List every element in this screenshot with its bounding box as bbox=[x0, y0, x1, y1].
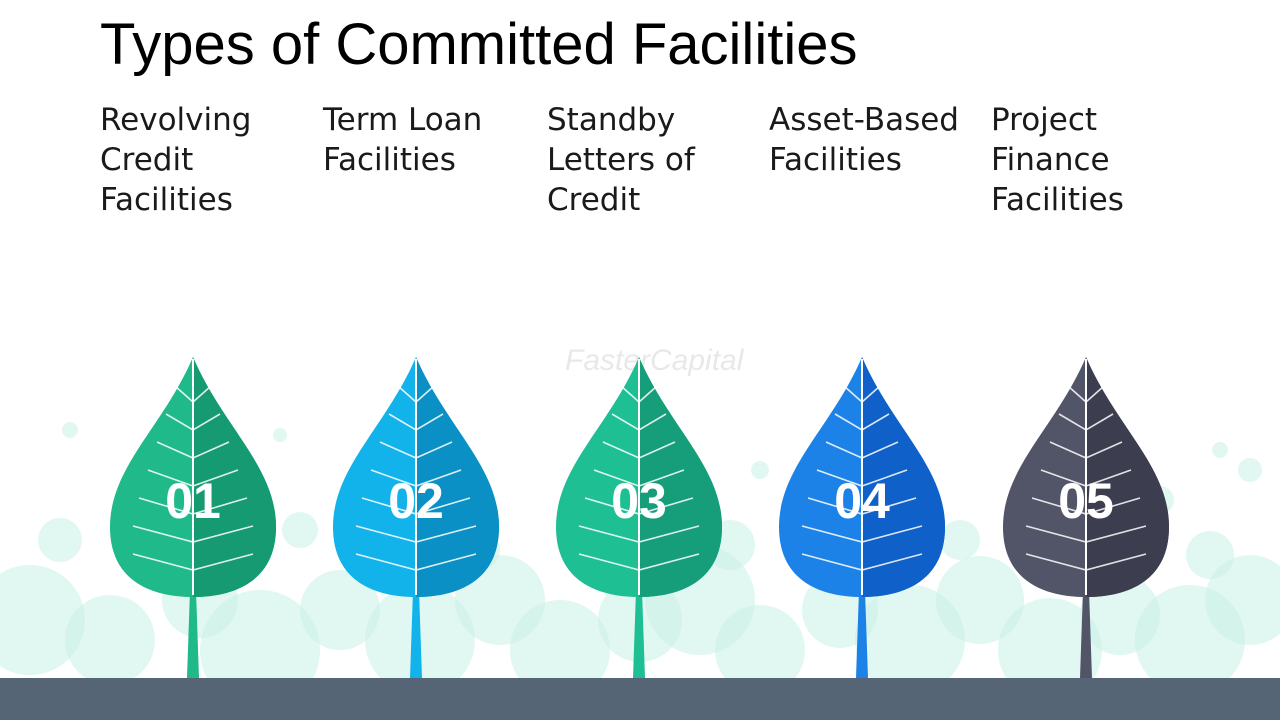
bubble-decoration bbox=[65, 595, 155, 685]
leaf-vein bbox=[397, 385, 435, 404]
leaf-vein bbox=[132, 525, 254, 543]
leaf-vein bbox=[843, 385, 881, 404]
leaf-vein bbox=[1025, 525, 1147, 543]
leaf-vein bbox=[1067, 385, 1105, 404]
bubble-decoration bbox=[0, 565, 85, 675]
leaf-vein bbox=[825, 441, 899, 459]
leaf-vein bbox=[801, 525, 923, 543]
leaf-number-4: 04 bbox=[834, 473, 890, 529]
leaf-number-2: 02 bbox=[388, 473, 444, 529]
leaf-vein bbox=[578, 525, 700, 543]
facility-label-line: Letters of bbox=[547, 142, 695, 178]
facility-label-line: Facilities bbox=[323, 142, 456, 178]
leaf-vein bbox=[834, 413, 890, 431]
leaf-vein bbox=[132, 553, 254, 571]
leaf-tree-2: 02 bbox=[333, 357, 499, 678]
facility-label-line: Credit bbox=[547, 182, 641, 218]
bubble-decoration bbox=[855, 585, 965, 695]
bubble-decoration bbox=[936, 556, 1024, 644]
facility-label-line: Finance bbox=[991, 142, 1110, 178]
leaf-vein bbox=[584, 497, 694, 515]
ground-bar bbox=[0, 678, 1280, 720]
leaf-vein bbox=[156, 441, 230, 459]
facility-label-4: Asset-Based Facilities bbox=[769, 100, 957, 180]
leaf-vein bbox=[807, 497, 917, 515]
bubble-decoration bbox=[38, 518, 82, 562]
leaf-stem bbox=[856, 590, 868, 678]
facility-label-5: Project Finance Facilities bbox=[991, 100, 1191, 220]
bubble-decoration bbox=[510, 600, 610, 700]
leaf-vein bbox=[1025, 553, 1147, 571]
leaf-vein bbox=[361, 497, 471, 515]
leaf-vein bbox=[1031, 497, 1141, 515]
watermark-text: FasterCapital bbox=[565, 344, 745, 377]
leaf-vein bbox=[611, 413, 667, 431]
leaf-vein bbox=[593, 469, 685, 487]
page-title: Types of Committed Facilities bbox=[100, 12, 858, 77]
leaf-vein bbox=[801, 553, 923, 571]
leaf-vein bbox=[379, 441, 453, 459]
leaf-stem bbox=[633, 590, 645, 678]
leaf-number-5: 05 bbox=[1058, 473, 1114, 529]
facility-label-2: Term Loan Facilities bbox=[323, 100, 523, 180]
facility-label-line: Project bbox=[991, 102, 1098, 138]
leaf-stem bbox=[1080, 590, 1092, 678]
leaf-vein bbox=[602, 441, 676, 459]
leaf-trees: 01 02 03 04 05 bbox=[110, 357, 1169, 678]
leaf-vein bbox=[370, 469, 462, 487]
leaf-vein bbox=[620, 385, 658, 404]
facility-label-line: Revolving bbox=[100, 102, 252, 138]
leaf-number-3: 03 bbox=[611, 473, 667, 529]
bubble-decoration bbox=[998, 598, 1102, 702]
bubble-decoration bbox=[715, 605, 805, 695]
leaf-vein bbox=[355, 525, 477, 543]
bubble-decoration bbox=[300, 570, 380, 650]
leaf-tree-4: 04 bbox=[779, 357, 945, 678]
bubble-decoration bbox=[1212, 442, 1228, 458]
leaf-stem bbox=[410, 590, 422, 678]
facility-label-line: Facilities bbox=[991, 182, 1124, 218]
leaf-vein bbox=[174, 385, 212, 404]
bubble-decoration bbox=[1205, 555, 1280, 645]
leaf-vein bbox=[1040, 469, 1132, 487]
bubble-decoration bbox=[62, 422, 78, 438]
bubble-decoration bbox=[940, 520, 980, 560]
bubble-decoration bbox=[1186, 531, 1234, 579]
facility-label-line: Asset-Based bbox=[769, 102, 957, 138]
bubble-decoration bbox=[1238, 458, 1262, 482]
leaf-vein bbox=[147, 469, 239, 487]
leaf-tree-1: 01 bbox=[110, 357, 276, 678]
leaf-vein bbox=[165, 413, 221, 431]
leaf-vein bbox=[816, 469, 908, 487]
bubble-decoration bbox=[282, 512, 318, 548]
leaf-stem bbox=[187, 590, 199, 678]
leaf-vein bbox=[1058, 413, 1114, 431]
leaf-tree-3: 03 bbox=[556, 357, 722, 678]
facility-label-line: Facilities bbox=[100, 182, 233, 218]
leaf-vein bbox=[138, 497, 248, 515]
leaf-vein bbox=[355, 553, 477, 571]
bubble-decoration bbox=[273, 428, 287, 442]
leaf-vein bbox=[578, 553, 700, 571]
leaf-number-1: 01 bbox=[165, 473, 221, 529]
bubble-decoration bbox=[751, 461, 769, 479]
facility-label-line: Facilities bbox=[769, 142, 902, 178]
facility-label-line: Term Loan bbox=[323, 102, 483, 138]
facility-label-line: Standby bbox=[547, 102, 676, 138]
facility-label-1: Revolving Credit Facilities bbox=[100, 100, 300, 220]
leaf-vein bbox=[388, 413, 444, 431]
facility-label-line: Credit bbox=[100, 142, 194, 178]
leaf-vein bbox=[1049, 441, 1123, 459]
facility-label-3: Standby Letters of Credit bbox=[547, 100, 747, 220]
leaf-tree-5: 05 bbox=[1003, 357, 1169, 678]
